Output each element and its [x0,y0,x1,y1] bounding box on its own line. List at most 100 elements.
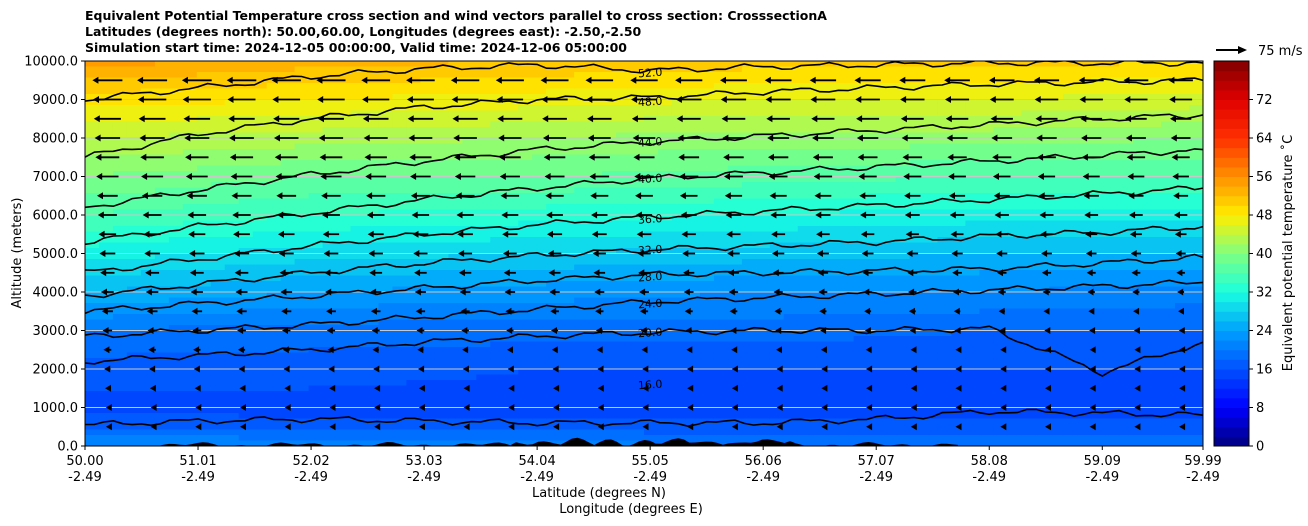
theta-cell [574,325,589,332]
theta-cell [783,407,799,414]
theta-cell [85,110,100,117]
theta-cell [448,138,463,145]
theta-cell [1007,215,1022,222]
theta-cell [490,286,505,293]
theta-cell [825,341,841,348]
theta-cell [825,292,841,299]
theta-cell [210,127,226,134]
theta-cell [951,215,967,222]
theta-cell [434,226,449,233]
theta-cell [476,209,491,216]
theta-cell [196,402,212,409]
theta-cell [434,308,449,315]
theta-cell [881,424,897,431]
theta-cell [350,121,366,128]
theta-cell [895,242,911,249]
theta-cell [168,171,184,178]
theta-cell [168,99,184,106]
theta-cell [546,72,561,79]
theta-cell [196,149,212,156]
theta-cell [406,396,421,403]
theta-cell [224,132,240,139]
theta-cell [85,77,100,84]
theta-cell [783,341,799,348]
theta-cell [560,226,575,233]
theta-cell [588,281,603,288]
theta-cell [574,231,589,238]
theta-cell [965,292,980,299]
theta-cell [532,165,547,172]
theta-cell [168,83,184,90]
theta-cell [182,83,198,90]
theta-cell [462,198,477,205]
theta-cell [755,330,771,337]
theta-cell [965,171,980,178]
theta-cell [1021,281,1036,288]
theta-cell [112,275,128,282]
theta-cell [476,424,491,431]
theta-cell [238,440,254,446]
theta-cell [867,165,883,172]
theta-cell [546,435,561,442]
theta-cell [602,435,617,442]
theta-cell [546,215,561,222]
theta-cell [699,72,715,79]
theta-cell [923,391,939,398]
theta-cell [1007,314,1022,321]
theta-cell [923,127,939,134]
theta-cell [378,138,394,145]
theta-cell [755,435,771,442]
theta-cell [741,358,757,365]
theta-cell [979,369,994,376]
theta-cell [699,303,715,310]
theta-cell [951,407,967,414]
theta-cell [741,182,757,189]
theta-cell [532,231,547,238]
theta-cell [392,413,408,420]
theta-cell [182,204,198,211]
theta-cell [406,209,421,216]
theta-cell [364,198,380,205]
theta-cell [713,385,729,392]
theta-cell [685,391,701,398]
theta-cell [671,336,687,343]
theta-cell [1021,94,1036,101]
theta-cell [224,391,240,398]
theta-cell [112,127,128,134]
theta-cell [630,341,645,348]
theta-cell [1063,209,1078,216]
theta-cell [741,286,757,293]
theta-cell [671,132,687,139]
theta-cell [322,352,338,359]
theta-cell [769,149,785,156]
theta-cell [238,292,254,299]
theta-cell [1049,61,1064,68]
theta-cell [280,61,296,68]
theta-cell [448,143,463,150]
theta-cell [476,121,491,128]
theta-cell [811,149,827,156]
theta-cell [112,209,128,216]
theta-cell [294,374,310,381]
theta-cell [392,132,408,139]
theta-cell [308,99,324,106]
theta-cell [825,369,841,376]
theta-cell [783,110,799,117]
theta-cell [951,402,967,409]
theta-cell [322,215,338,222]
theta-cell [923,138,939,145]
theta-cell [755,94,771,101]
theta-cell [909,110,925,117]
theta-cell [434,253,449,260]
theta-cell [797,248,813,255]
theta-cell [462,407,477,414]
theta-cell [895,363,911,370]
theta-cell [378,396,394,403]
theta-cell [168,369,184,376]
theta-cell [140,88,156,95]
theta-cell [126,270,142,277]
theta-cell [965,160,980,167]
theta-cell [797,116,813,123]
theta-cell [364,275,380,282]
theta-cell [448,99,463,106]
